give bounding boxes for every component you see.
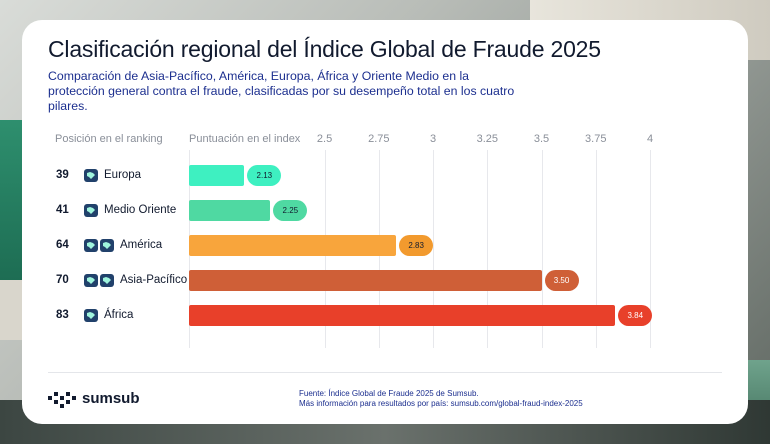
x-tick-label: 3.25 [476,133,498,145]
region-map-icon [84,239,98,252]
ranking-row: 41 Medio Oriente 2.25 [22,200,748,224]
region-name: Medio Oriente [104,204,177,216]
footer-divider [48,372,722,373]
chart-subtitle: Comparación de Asia-Pacífico, América, E… [48,69,515,113]
gridline [542,150,543,348]
gridline [650,150,651,348]
rank-number: 83 [56,309,69,321]
score-value-label: 2.83 [399,235,434,256]
score-value-label: 3.84 [618,305,653,326]
source-line-2: Más información para resultados por país… [299,399,583,408]
score-value-label: 2.25 [273,200,308,221]
x-tick-label: 4 [646,133,654,145]
gridline [433,150,434,348]
gridline [487,150,488,348]
region-map-icon [100,239,114,252]
logo-wordmark: sumsub [82,390,140,407]
x-tick-label: 3.75 [585,133,607,145]
region-name: Europa [104,169,142,181]
x-tick-label: 2.5 [316,133,333,145]
ranking-row: 64 América 2.83 [22,235,748,259]
region-map-icon [100,274,114,287]
score-bar [189,165,245,186]
score-bar [189,270,542,291]
rank-number: 64 [56,239,69,251]
score-value-label: 3.50 [544,270,579,291]
x-tick-label: 3 [429,133,437,145]
region-map-icon [84,274,98,287]
sumsub-logo-icon [48,392,76,408]
region-name: Asia-Pacífico [120,274,188,286]
region-name: América [120,239,163,251]
region-name: África [104,309,134,321]
score-bar [189,305,616,326]
region-map-icon [84,309,98,322]
rank-number: 70 [56,274,69,286]
score-value-label: 2.13 [247,165,282,186]
score-bar [189,200,271,221]
chart-card: Clasificación regional del Índice Global… [22,20,748,424]
x-tick-label: 2.75 [368,133,390,145]
region-map-icon [84,204,98,217]
rank-number: 39 [56,169,69,181]
chart-title: Clasificación regional del Índice Global… [48,36,601,62]
score-bar [189,235,397,256]
gridline [596,150,597,348]
source-line-1: Fuente: Índice Global de Fraude 2025 de … [299,389,479,398]
region-map-icon [84,169,98,182]
ranking-row: 70 Asia-Pacífico 3.50 [22,270,748,294]
ranking-row: 39 Europa 2.13 [22,165,748,189]
ranking-row: 83 África 3.84 [22,305,748,329]
source-note: Fuente: Índice Global de Fraude 2025 de … [299,389,583,409]
x-tick-label: 3.5 [533,133,550,145]
rank-column-header: Posición en el ranking [55,133,163,145]
rank-number: 41 [56,204,69,216]
score-column-header: Puntuación en el index [189,133,301,145]
